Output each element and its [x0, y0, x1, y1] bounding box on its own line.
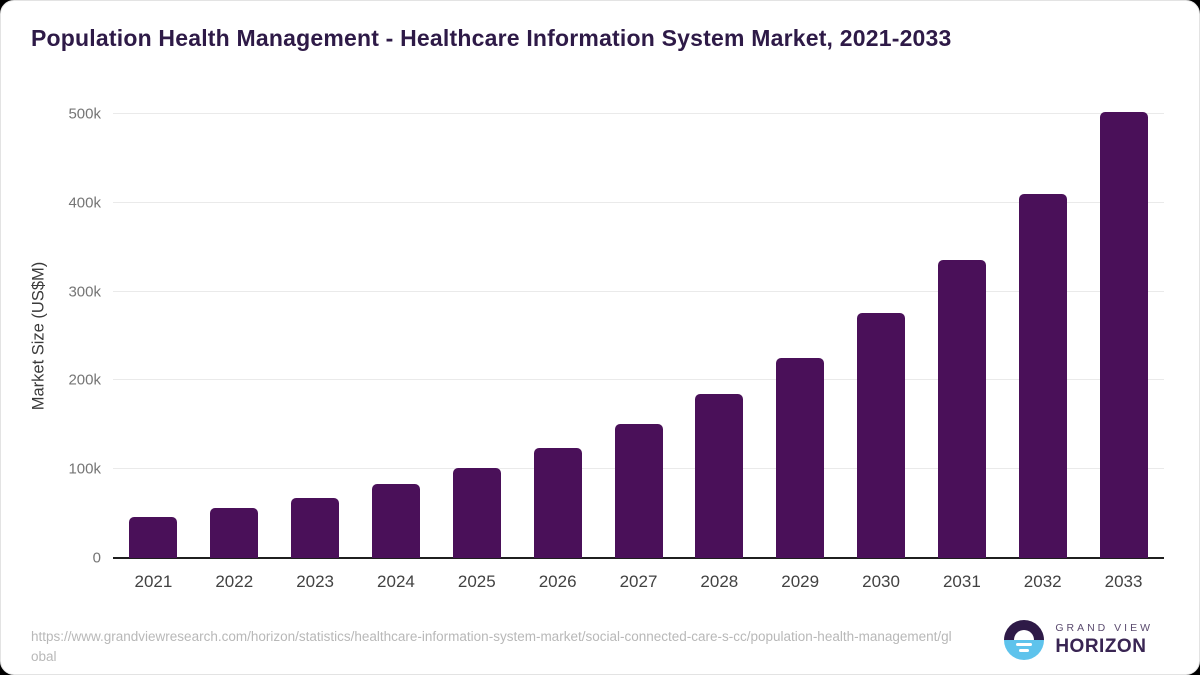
bar-2022[interactable] [210, 508, 259, 558]
x-tick-label: 2027 [619, 572, 658, 591]
y-tick-label: 200k [68, 371, 101, 389]
gridline [113, 379, 1164, 381]
y-tick-label: 400k [68, 194, 101, 212]
x-tick-label: 2023 [296, 572, 335, 591]
y-tick-label: 500k [68, 105, 101, 123]
bar-2032[interactable] [1018, 193, 1067, 558]
x-tick-label: 2028 [700, 572, 739, 591]
y-tick-label: 100k [68, 460, 101, 478]
x-tick-label: 2022 [215, 572, 254, 591]
x-tick-label: 2029 [781, 572, 820, 591]
horizon-sun-icon [1004, 620, 1045, 660]
x-axis-line [113, 557, 1164, 559]
logo-wordmark: GRAND VIEW HORIZON [1055, 622, 1153, 658]
x-tick-label: 2024 [377, 572, 415, 591]
x-tick-label: 2030 [862, 572, 900, 591]
y-tick-label: 300k [68, 283, 101, 301]
chart-title: Population Health Management - Healthcar… [31, 25, 952, 51]
horizon-line-shape [1019, 649, 1030, 652]
gridline [113, 113, 1164, 114]
sun-dome-shape [1014, 630, 1035, 640]
bar-2027[interactable] [614, 423, 663, 558]
brand-logo: GRAND VIEW HORIZON [1004, 620, 1153, 660]
gridline [113, 201, 1164, 203]
x-tick-label: 2026 [538, 572, 577, 591]
bar-2026[interactable] [533, 447, 582, 558]
bar-2029[interactable] [776, 358, 825, 558]
x-tick-label: 2032 [1023, 572, 1062, 591]
bar-2033[interactable] [1099, 112, 1148, 558]
bar-2028[interactable] [695, 393, 744, 558]
bar-2023[interactable] [291, 497, 340, 558]
horizon-line-shape [1016, 643, 1033, 646]
x-tick-label: 2025 [457, 572, 496, 591]
plot-area: 0 100k 200k 300k 400k 500k [68, 107, 1164, 566]
logo-text-horizon: HORIZON [1055, 636, 1147, 657]
bar-2024[interactable] [371, 484, 420, 558]
bar-2030[interactable] [857, 312, 906, 558]
x-tick-label: 2031 [942, 572, 981, 591]
bar-2021[interactable] [129, 517, 178, 558]
y-axis-title: Market Size (US$M) [29, 261, 48, 411]
x-axis: 2021 2022 2023 2024 2025 2026 2027 2028 2029 2030… [113, 572, 1164, 596]
x-tick-label: 2021 [134, 572, 173, 591]
bar-2025[interactable] [452, 468, 501, 558]
source-url: https://www.grandviewresearch.com/horizo… [31, 629, 952, 664]
x-tick-label: 2033 [1104, 572, 1143, 591]
bar-2031[interactable] [937, 259, 986, 558]
logo-text-grand-view: GRAND VIEW [1055, 622, 1153, 634]
y-tick-label: 0 [92, 549, 101, 567]
gridline [113, 290, 1164, 292]
